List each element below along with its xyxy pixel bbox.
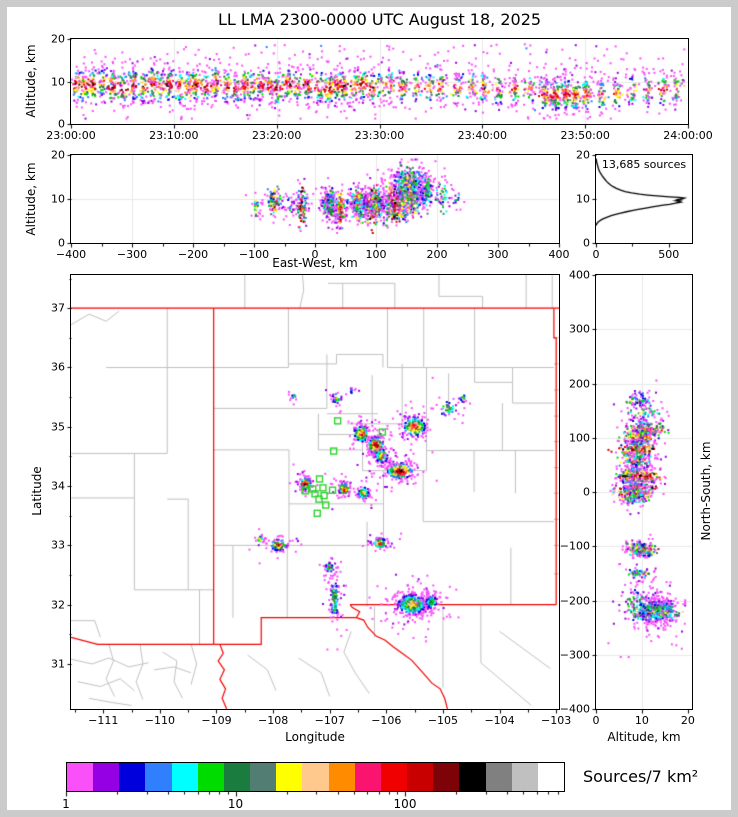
tick-label: −111 [88, 714, 119, 727]
tick-label: 400 [569, 268, 590, 282]
tick-label: −107 [314, 714, 345, 727]
ns-height-canvas [596, 275, 692, 709]
tick-label: 34 [51, 479, 65, 493]
tick-label: −109 [201, 714, 232, 727]
tick-label: 300 [569, 322, 590, 336]
ns-height-ylabel: North-South, km [699, 441, 713, 541]
tick-label: 23:30:00 [354, 129, 405, 142]
tick-label: 32 [51, 598, 65, 612]
time-height-canvas [71, 39, 688, 124]
tick-label: 0 [583, 485, 590, 499]
colorbar-segment [171, 763, 198, 791]
tick-label: 500 [658, 248, 680, 261]
tick-label: −106 [371, 714, 402, 727]
tick-label: 0 [58, 117, 65, 131]
tick-label: −110 [144, 714, 175, 727]
tick-label: −103 [541, 714, 572, 727]
map-xlabel: Longitude [285, 730, 345, 744]
tick-label: −108 [257, 714, 289, 727]
colorbar-segment [276, 763, 303, 791]
tick-label: 23:20:00 [251, 129, 302, 142]
tick-label: −300 [116, 248, 148, 261]
tick-label: 23:40:00 [457, 129, 508, 142]
tick-label: 36 [51, 360, 65, 374]
colorbar-segment [223, 763, 251, 791]
tick-label: −200 [177, 248, 209, 261]
tick-label: −300 [559, 648, 590, 662]
tick-label: 100 [365, 248, 387, 261]
tick-label: 20 [680, 714, 695, 727]
tick-label: 100 [569, 431, 590, 445]
tick-label: 300 [487, 248, 509, 261]
ns-height-xlabel: Altitude, km [607, 730, 681, 744]
tick-label: 0 [592, 714, 600, 727]
ns-height-panel [595, 274, 693, 710]
plan-map-canvas [71, 275, 559, 709]
tick-label: 200 [426, 248, 448, 261]
colorbar-segment [433, 763, 460, 791]
plot-title: LL LMA 2300-0000 UTC August 18, 2025 [217, 10, 542, 29]
tick-label: −400 [55, 248, 87, 261]
colorbar-segment [119, 763, 146, 791]
map-ylabel: Latitude [30, 466, 44, 516]
tick-label: 0 [311, 248, 319, 261]
ew-height-canvas [71, 155, 559, 243]
tick-label: −100 [238, 248, 270, 261]
tick-label: 35 [51, 420, 65, 434]
tick-label: 0 [592, 248, 600, 261]
colorbar-tick-label: 100 [393, 797, 417, 811]
tick-label: 20 [51, 32, 65, 46]
colorbar-tick-label: 1 [62, 797, 70, 811]
colorbar-segment [197, 763, 224, 791]
colorbar-segment [511, 763, 538, 791]
colorbar-segment [93, 763, 120, 791]
tick-label: −104 [484, 714, 515, 727]
tick-label: 33 [51, 538, 65, 552]
plan-map-panel [70, 274, 560, 710]
tick-label: 23:50:00 [560, 129, 610, 142]
colorbar-segment [328, 763, 355, 791]
tick-label: 10 [51, 75, 65, 88]
tick-label: 31 [51, 657, 65, 671]
colorbar-segment [145, 763, 172, 791]
colorbar-segment [354, 763, 381, 791]
colorbar-segment [380, 763, 408, 791]
time-height-ylabel: Altitude, km [24, 44, 38, 118]
ew-height-ylabel: Altitude, km [24, 162, 38, 236]
source-count-annotation: 13,685 sources [601, 158, 687, 171]
tick-label: 23:10:00 [149, 129, 199, 142]
tick-label: 23:00:00 [46, 129, 96, 142]
tick-label: −400 [559, 702, 590, 716]
colorbar-segment [67, 763, 94, 791]
tick-label: 37 [51, 301, 65, 315]
colorbar-tick-label: 10 [227, 797, 244, 811]
tick-label: 10 [576, 192, 590, 206]
tick-label: 200 [569, 377, 590, 390]
colorbar-segment [302, 763, 329, 791]
time-height-panel [70, 38, 689, 125]
tick-label: 0 [58, 236, 65, 250]
colorbar-label: Sources/7 km² [583, 767, 699, 786]
tick-label: −100 [559, 539, 590, 553]
colorbar-segment [459, 763, 486, 791]
ew-height-panel [70, 154, 560, 244]
tick-label: 20 [576, 148, 590, 162]
tick-label: −200 [559, 594, 590, 607]
tick-label: 20 [51, 148, 65, 162]
colorbar [66, 762, 565, 792]
tick-label: 10 [634, 714, 649, 727]
colorbar-segment [407, 763, 434, 791]
tick-label: 10 [51, 192, 65, 206]
tick-label: 24:00:00 [663, 129, 713, 142]
tick-label: −105 [427, 714, 459, 727]
colorbar-segment [250, 763, 277, 791]
tick-label: 400 [548, 248, 570, 261]
colorbar-segment [537, 763, 564, 791]
tick-label: 0 [583, 236, 590, 250]
colorbar-segment [485, 763, 512, 791]
